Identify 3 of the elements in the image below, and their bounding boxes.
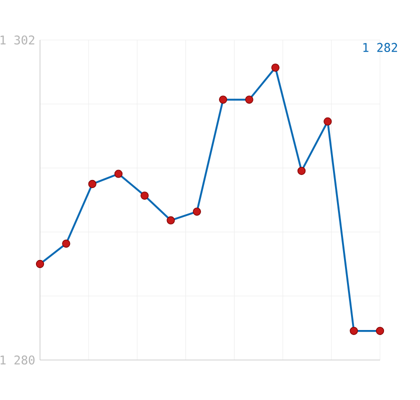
y-tick-label: 1 302 <box>0 35 34 45</box>
y-tick-label: 1 280 <box>0 355 35 365</box>
annotation: 1 282 <box>363 42 398 52</box>
